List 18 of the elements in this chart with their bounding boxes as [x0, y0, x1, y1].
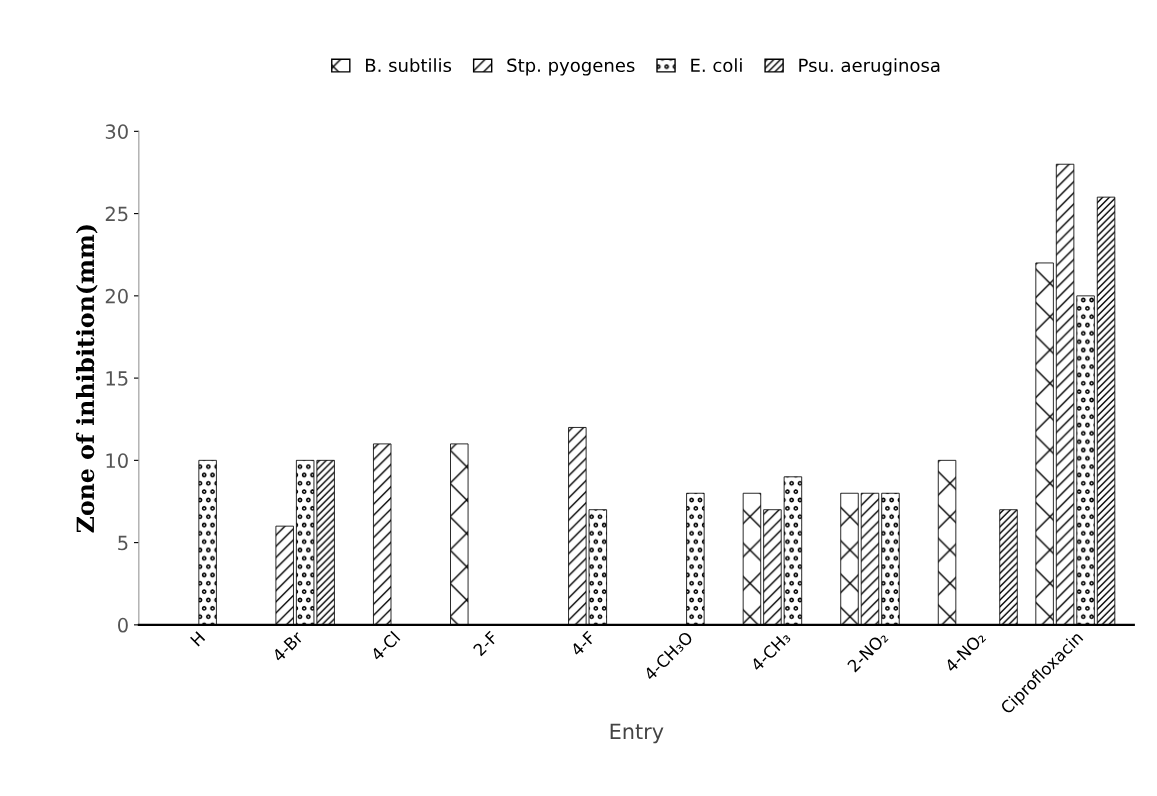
- legend-label: E. coli: [691, 58, 742, 73]
- y-tick-label: 0: [118, 617, 128, 633]
- x-tick-label: 4-F: [569, 630, 596, 657]
- x-tick-label: 4-Br: [271, 630, 304, 663]
- y-tick-label: 5: [118, 535, 128, 551]
- y-axis-title: Zone of inhibition(mm): [75, 225, 98, 533]
- y-tick-label: 20: [105, 288, 128, 304]
- legend-label: B. subtilis: [366, 58, 452, 73]
- x-axis-title: Entry: [610, 723, 664, 744]
- y-tick-label: 15: [106, 371, 128, 386]
- legend-label: Stp. pyogenes: [507, 58, 635, 76]
- y-tick-label: 30: [105, 124, 128, 139]
- x-tick-label: H: [190, 631, 206, 647]
- y-tick-label: 25: [105, 206, 128, 222]
- y-tick-label: 10: [106, 453, 128, 469]
- x-tick-label: 2-F: [472, 630, 499, 657]
- legend-label: Psu. aeruginosa: [799, 58, 940, 76]
- x-tick-label: 4-Cl: [369, 630, 401, 662]
